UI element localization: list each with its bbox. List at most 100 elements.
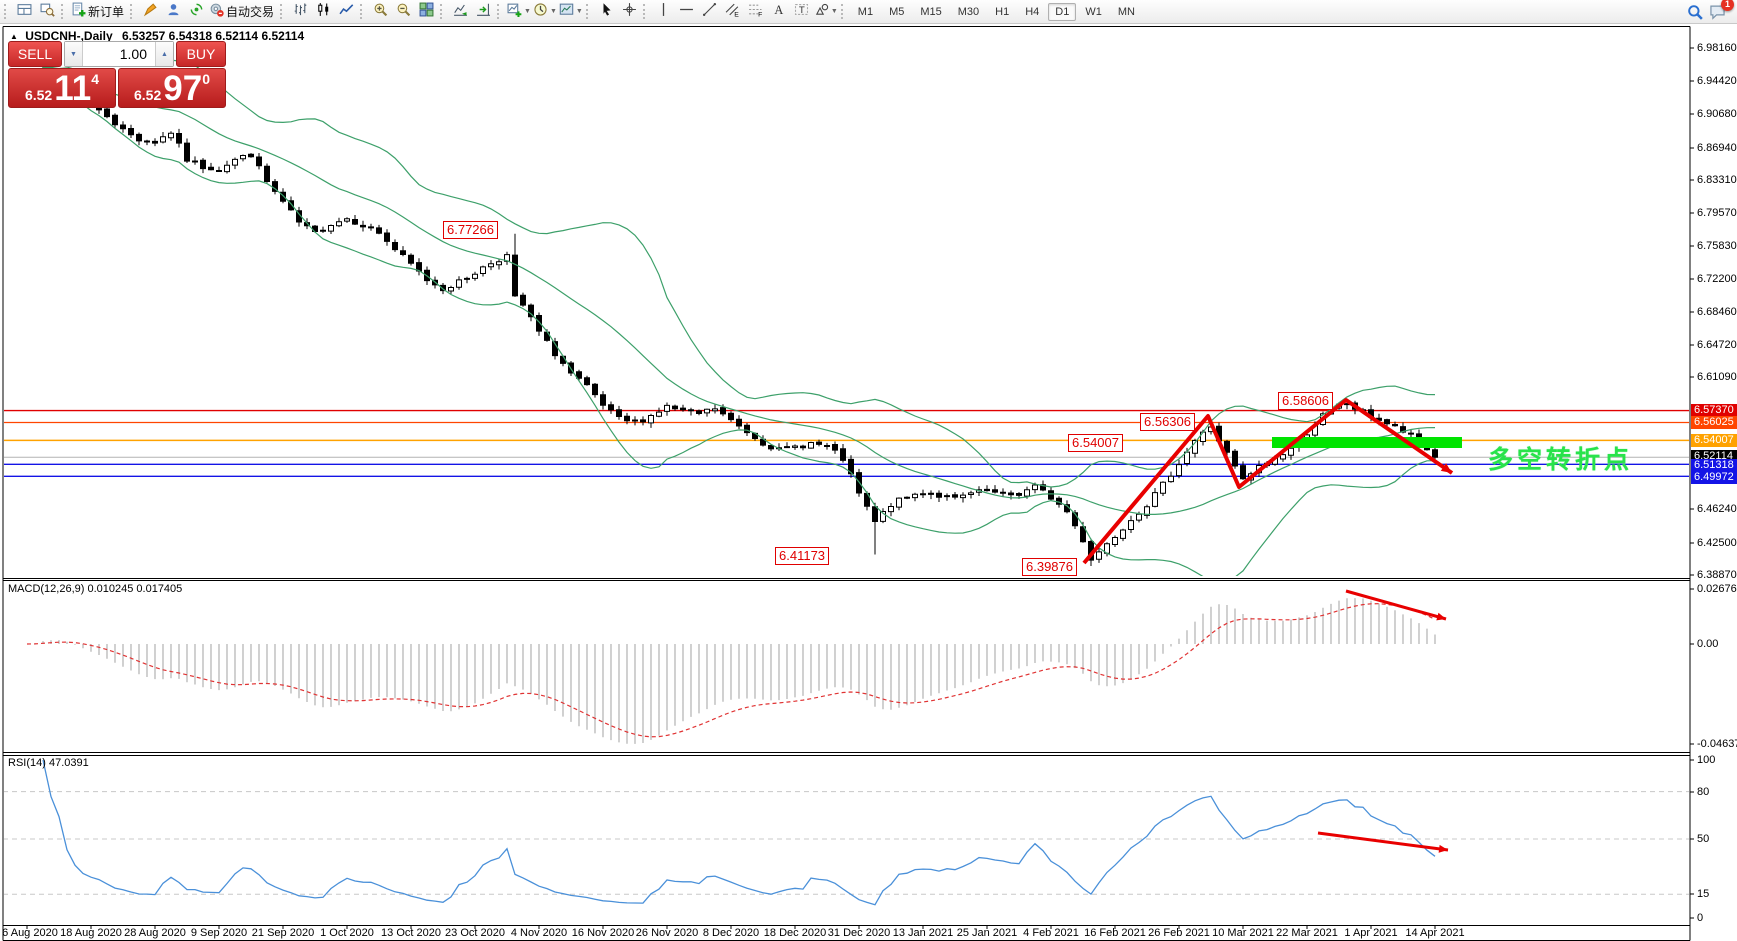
line-chart-mode-button[interactable] <box>336 2 357 21</box>
svg-text:F: F <box>758 11 762 16</box>
profiles-button[interactable] <box>37 2 58 21</box>
price-annotation-label[interactable]: 6.58606 <box>1278 392 1333 410</box>
toolbar-group: 新订单 <box>70 0 128 23</box>
zoom-out-button[interactable] <box>393 2 414 21</box>
chart-canvas[interactable] <box>0 22 1737 941</box>
timeframe-m15[interactable]: M15 <box>920 5 942 18</box>
bar-chart-mode-icon <box>293 2 308 22</box>
auto-scroll-button[interactable] <box>450 2 471 21</box>
volume-increase-button[interactable]: ▲ <box>155 42 173 66</box>
toolbar-grip <box>642 4 650 19</box>
candlestick-mode-button[interactable] <box>313 2 334 21</box>
bollinger-middle[interactable] <box>34 76 1436 515</box>
sell-price-tile[interactable]: 6.52 11 4 <box>8 68 116 108</box>
auto-trading-button[interactable]: 自动交易 <box>209 2 277 21</box>
bollinger-upper[interactable] <box>34 56 1436 488</box>
new-order-button[interactable]: 新订单 <box>71 2 127 21</box>
toolbar-grip <box>280 4 287 19</box>
chart-shift-button[interactable] <box>473 2 494 21</box>
dropdown-caret-icon[interactable]: ▼ <box>830 8 838 15</box>
timeframe-d1[interactable]: D1 <box>1048 2 1077 21</box>
trendline-tool-button[interactable] <box>699 2 720 21</box>
price-annotation-label[interactable]: 6.56306 <box>1140 413 1195 431</box>
sell-price-big: 11 <box>54 69 92 108</box>
trend-arrowhead <box>1438 844 1448 853</box>
timeframe-w1[interactable]: W1 <box>1085 5 1102 18</box>
buy-price-big: 97 <box>163 69 203 108</box>
charts-grid-icon <box>17 2 32 22</box>
trend-arrow[interactable] <box>1317 831 1449 852</box>
text-tool-button[interactable]: A <box>768 2 789 21</box>
highlighter-button[interactable] <box>140 2 161 21</box>
price-axis-label: 6.86940 <box>1697 142 1737 154</box>
buy-button[interactable]: BUY <box>176 41 226 67</box>
periods-menu-button[interactable]: ▼ <box>533 2 557 21</box>
date-axis-label: 26 Nov 2020 <box>635 927 699 939</box>
new-order-icon <box>71 2 86 22</box>
tile-windows-button[interactable] <box>416 2 437 21</box>
support-zone-bar[interactable] <box>1272 437 1462 448</box>
new-chart-button[interactable]: ▼ <box>507 2 531 21</box>
fibonacci-tool-button[interactable]: F <box>745 2 766 21</box>
crosshair-tool-button[interactable] <box>619 2 640 21</box>
collapse-panel-icon[interactable]: ▲ <box>10 32 18 41</box>
svg-text:A: A <box>774 2 783 16</box>
buy-price-tile[interactable]: 6.52 97 0 <box>118 68 226 108</box>
toolbar-grip <box>497 4 504 19</box>
periods-menu-icon <box>533 2 548 22</box>
price-axis-label: 6.61090 <box>1697 371 1737 383</box>
date-axis-label: 6 Aug 2020 <box>2 927 58 939</box>
price-axis-label: 6.98160 <box>1697 42 1737 54</box>
trend-arrow[interactable] <box>1345 589 1447 621</box>
price-annotation-label[interactable]: 6.41173 <box>775 547 830 565</box>
sell-price-prefix: 6.52 <box>24 87 53 103</box>
equidistant-channel-tool-button[interactable]: E <box>722 2 743 21</box>
price-axis-label: 6.72200 <box>1697 273 1737 285</box>
price-axis-label: 6.38870 <box>1697 569 1737 581</box>
rsi-axis-label: 80 <box>1697 786 1710 798</box>
dropdown-caret-icon[interactable]: ▼ <box>575 8 583 15</box>
community-button[interactable] <box>163 2 184 21</box>
date-axis-label: 23 Oct 2020 <box>445 927 505 939</box>
charts-grid-button[interactable] <box>14 2 35 21</box>
date-axis-label: 16 Feb 2021 <box>1084 927 1146 939</box>
date-axis-label: 25 Jan 2021 <box>956 927 1018 939</box>
vertical-line-tool-button[interactable] <box>653 2 674 21</box>
price-annotation-label[interactable]: 6.54007 <box>1068 434 1123 452</box>
timeframe-m30[interactable]: M30 <box>957 5 980 18</box>
timeframe-h1[interactable]: H1 <box>995 5 1010 18</box>
notifications-button[interactable]: 1 <box>1707 0 1734 21</box>
price-annotation-label[interactable]: 6.39876 <box>1022 558 1077 576</box>
date-axis-label: 18 Dec 2020 <box>763 927 827 939</box>
zoom-in-button[interactable] <box>370 2 391 21</box>
volume-stepper: ▼ 1.00 ▲ <box>64 41 174 67</box>
timeframe-m1[interactable]: M1 <box>857 5 874 18</box>
bar-chart-mode-button[interactable] <box>290 2 311 21</box>
dropdown-caret-icon[interactable]: ▼ <box>524 8 531 15</box>
trend-arrow[interactable] <box>1082 398 1454 565</box>
text-tool-icon: A <box>771 2 786 22</box>
macd-axis-label: 0.00 <box>1697 638 1719 650</box>
timeframe-group: M1 M5 M15 M30 H1 H4 D1 W1 MN <box>850 0 1143 23</box>
search-button[interactable] <box>1684 2 1705 21</box>
horizontal-line-tool-button[interactable] <box>676 2 697 21</box>
timeframe-h4[interactable]: H4 <box>1025 5 1040 18</box>
cursor-tool-button[interactable] <box>596 2 617 21</box>
signals-button[interactable] <box>186 2 207 21</box>
text-label-tool-button[interactable]: T <box>791 2 812 21</box>
volume-decrease-button[interactable]: ▼ <box>65 42 83 66</box>
templates-menu-button[interactable]: ▼ <box>559 2 583 21</box>
auto-scroll-icon <box>453 2 468 22</box>
dropdown-caret-icon[interactable]: ▼ <box>549 8 557 15</box>
date-axis-label: 21 Sep 2020 <box>251 927 315 939</box>
timeframe-mn[interactable]: MN <box>1117 5 1135 18</box>
bollinger-lower[interactable] <box>34 84 1436 581</box>
main-pane <box>4 56 1689 581</box>
toolbar-grip <box>61 4 68 19</box>
arrows-tool-button[interactable]: ▼ <box>814 2 838 21</box>
sell-button[interactable]: SELL <box>8 41 62 67</box>
volume-input[interactable]: 1.00 <box>119 46 147 62</box>
timeframe-m5[interactable]: M5 <box>889 5 905 18</box>
price-annotation-label[interactable]: 6.77266 <box>443 221 498 239</box>
